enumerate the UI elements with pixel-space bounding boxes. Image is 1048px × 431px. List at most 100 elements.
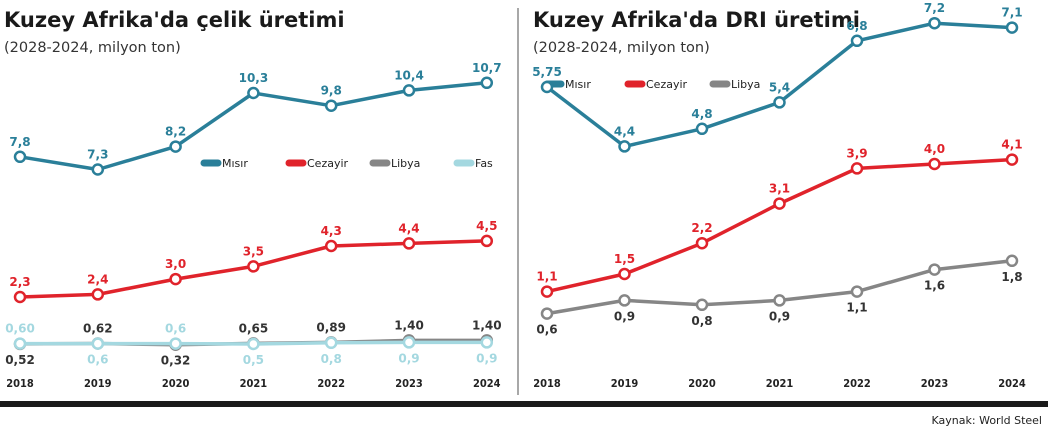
steel-data-label-misir: 9,8 xyxy=(321,84,342,98)
dri-data-label-misir: 5,4 xyxy=(769,80,790,94)
steel-data-label-fas: 0,8 xyxy=(321,352,342,366)
dri-labels-libya: 0,6 0,9 0,8 0,9 1,1 1,6 1,8 xyxy=(536,270,1022,337)
steel-data-label-libya: 1,40 xyxy=(394,318,424,332)
dri-point-misir xyxy=(928,16,941,30)
dri-data-label-misir: 7,2 xyxy=(924,1,945,15)
steel-x-tick-label: 2021 xyxy=(240,377,268,390)
steel-x-tick-label: 2018 xyxy=(6,377,34,390)
dri-data-label-cezayir: 4,1 xyxy=(1001,138,1022,152)
dri-data-label-cezayir: 2,2 xyxy=(691,221,712,235)
steel-data-label-libya: 0,52 xyxy=(5,353,35,367)
steel-data-label-libya: 0,62 xyxy=(83,322,113,336)
dri-data-label-misir: 6,8 xyxy=(846,19,867,33)
steel-data-label-cezayir: 2,3 xyxy=(9,275,30,289)
dri-point-misir xyxy=(773,96,786,109)
steel-x-tick-label: 2019 xyxy=(84,377,112,390)
steel-legend-label-fas: Fas xyxy=(475,157,493,170)
dri-x-tick-label: 2018 xyxy=(533,377,561,390)
dri-data-label-libya: 1,6 xyxy=(924,279,945,293)
steel-labels-cezayir: 2,3 2,4 3,0 3,5 4,3 4,4 4,5 xyxy=(9,219,497,289)
steel-data-label-cezayir: 3,5 xyxy=(243,244,264,258)
dri-point-misir xyxy=(618,140,631,153)
steel-data-label-fas: 0,60 xyxy=(5,322,35,336)
dri-data-label-cezayir: 3,9 xyxy=(846,146,867,160)
steel-point-misir xyxy=(91,163,105,176)
bottom-rule xyxy=(0,401,1048,407)
dri-point-libya xyxy=(773,294,786,307)
steel-data-label-cezayir: 4,4 xyxy=(398,221,419,235)
steel-data-label-libya: 0,32 xyxy=(161,354,191,368)
dri-data-label-libya: 1,8 xyxy=(1001,270,1022,284)
dri-point-cezayir xyxy=(850,162,864,175)
dri-legend-label-cezayir: Cezayir xyxy=(646,78,688,91)
dri-line-cezayir xyxy=(545,157,1014,294)
dri-legend-label-libya: Libya xyxy=(731,78,760,91)
dri-chart-title: Kuzey Afrika'da DRI üretimi xyxy=(533,8,860,32)
steel-data-label-cezayir: 3,0 xyxy=(165,257,186,271)
steel-point-fas xyxy=(402,336,416,349)
steel-data-label-misir: 7,3 xyxy=(87,148,108,162)
dri-series-libya xyxy=(540,254,1019,320)
dri-point-libya xyxy=(540,307,554,320)
steel-x-tick-label: 2020 xyxy=(162,377,190,390)
dri-point-misir xyxy=(850,34,864,48)
dri-data-label-misir: 4,8 xyxy=(691,107,712,121)
dri-point-misir xyxy=(1005,21,1019,34)
dri-chart-subtitle: (2028-2024, milyon ton) xyxy=(533,40,710,56)
source-note: Kaynak: World Steel xyxy=(932,414,1042,427)
dri-labels-cezayir: 1,1 1,5 2,2 3,1 3,9 4,0 4,1 xyxy=(536,138,1022,284)
dri-x-tick-label: 2020 xyxy=(688,377,716,390)
steel-chart-subtitle: (2028-2024, milyon ton) xyxy=(4,40,181,56)
dri-data-label-cezayir: 1,5 xyxy=(614,252,635,266)
steel-data-label-fas: 0,6 xyxy=(165,322,186,336)
steel-series-misir xyxy=(13,76,494,176)
dri-series-cezayir xyxy=(540,153,1019,298)
steel-series-fas xyxy=(13,336,494,351)
steel-data-label-cezayir: 4,3 xyxy=(321,224,342,238)
steel-point-cezayir xyxy=(91,288,105,301)
steel-data-label-libya: 0,89 xyxy=(316,320,346,334)
dri-point-cezayir xyxy=(618,267,631,281)
steel-labels-libya: 0,52 0,62 0,32 0,65 0,89 1,40 1,40 xyxy=(5,318,501,367)
dri-legend-label-misir: Mısır xyxy=(565,78,591,91)
dri-point-libya xyxy=(1005,254,1019,268)
steel-data-label-misir: 10,7 xyxy=(472,61,502,75)
steel-point-cezayir xyxy=(13,290,27,304)
dri-data-label-misir: 4,4 xyxy=(614,124,635,138)
steel-point-cezayir xyxy=(247,260,260,273)
steel-point-cezayir xyxy=(480,234,494,248)
steel-data-label-cezayir: 4,5 xyxy=(476,219,497,233)
steel-point-cezayir xyxy=(169,272,182,286)
dri-data-label-libya: 0,9 xyxy=(614,309,635,323)
dri-data-label-libya: 0,9 xyxy=(769,309,790,323)
dri-data-label-misir: 5,75 xyxy=(532,65,562,79)
dri-point-misir xyxy=(540,80,554,94)
dri-x-tick-label: 2023 xyxy=(921,377,949,390)
dri-point-libya xyxy=(695,298,709,312)
steel-chart: 2018 2019 2020 2021 2022 2023 2024 Mısır Cezayir… xyxy=(5,61,501,390)
steel-data-label-fas: 0,5 xyxy=(243,353,264,367)
dri-chart: 2018 2019 2020 2021 2022 2023 2024 Mısır Cezayir… xyxy=(532,1,1026,390)
steel-labels-fas: 0,60 0,6 0,6 0,5 0,8 0,9 0,9 xyxy=(5,322,497,367)
dri-series-misir xyxy=(540,16,1019,153)
steel-legend: Mısır Cezayir Libya Fas xyxy=(200,157,493,170)
steel-point-misir xyxy=(324,99,338,112)
steel-data-label-fas: 0,6 xyxy=(87,353,108,367)
steel-point-misir xyxy=(169,140,182,153)
dri-data-label-cezayir: 3,1 xyxy=(769,182,790,196)
steel-point-fas xyxy=(169,337,182,350)
steel-point-misir xyxy=(247,86,260,100)
dri-point-libya xyxy=(618,294,631,307)
steel-x-tick-label: 2022 xyxy=(317,377,345,390)
steel-legend-label-cezayir: Cezayir xyxy=(307,157,349,170)
dri-point-cezayir xyxy=(773,197,786,210)
dri-x-tick-label: 2019 xyxy=(611,377,639,390)
dri-legend: Mısır Cezayir Libya xyxy=(543,78,760,91)
steel-data-label-libya: 0,65 xyxy=(239,321,269,335)
dri-point-cezayir xyxy=(540,285,554,298)
steel-data-label-misir: 10,4 xyxy=(394,68,424,82)
steel-data-label-misir: 7,8 xyxy=(9,135,30,149)
steel-x-tick-label: 2023 xyxy=(395,377,423,390)
dri-x-tick-label: 2024 xyxy=(998,377,1026,390)
dri-data-label-libya: 0,6 xyxy=(536,323,557,337)
